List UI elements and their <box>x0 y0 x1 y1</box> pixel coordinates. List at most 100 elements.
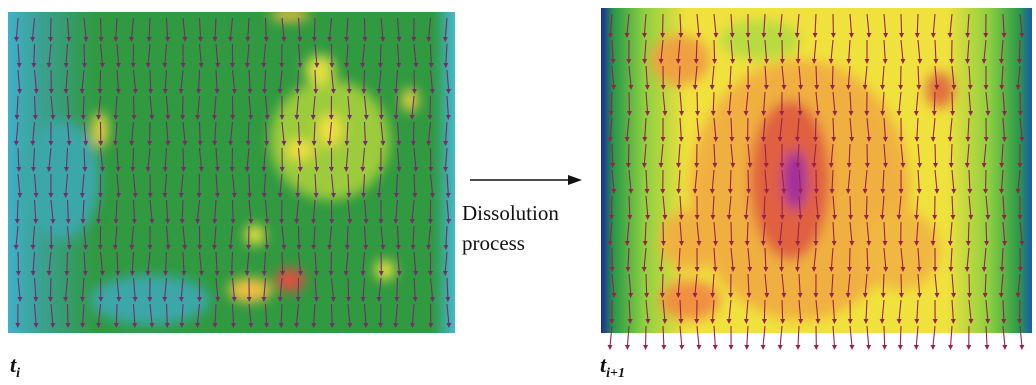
flow-vector <box>66 251 69 273</box>
flow-vector <box>378 277 382 299</box>
flow-vector <box>182 147 185 169</box>
flow-vector <box>726 319 732 324</box>
flow-vector <box>968 169 971 191</box>
flow-vector <box>346 43 349 65</box>
flow-vector <box>97 193 103 198</box>
flow-vector <box>747 59 753 64</box>
flow-vector <box>709 85 715 90</box>
flow-vector <box>98 297 104 302</box>
flow-vector <box>247 17 250 39</box>
flow-vector <box>330 193 336 198</box>
flow-vector <box>865 267 871 272</box>
flow-vector <box>80 219 86 224</box>
flow-vector <box>198 63 204 68</box>
flow-vector <box>744 345 750 350</box>
flow-vector <box>30 141 36 146</box>
flow-vector <box>811 59 817 64</box>
flow-vector <box>347 173 350 195</box>
flow-vector <box>917 169 920 191</box>
flow-vector <box>163 271 169 276</box>
flow-vector <box>446 89 452 94</box>
flow-vector <box>96 219 102 224</box>
flow-vector <box>743 215 749 220</box>
flow-vector <box>985 195 989 217</box>
flow-vector <box>797 111 803 116</box>
flow-vector <box>328 271 334 276</box>
flow-vector <box>330 89 336 94</box>
flow-vector <box>129 141 135 146</box>
flow-vector <box>380 17 384 39</box>
flow-vector <box>147 43 151 65</box>
flow-vector <box>147 297 153 302</box>
flow-vector <box>411 37 417 42</box>
flow-vector <box>743 319 749 324</box>
flow-vector <box>347 219 353 224</box>
flow-vector <box>261 297 267 302</box>
flow-vector <box>444 147 448 169</box>
flow-vector <box>214 89 220 94</box>
flow-vector <box>116 147 119 169</box>
flow-vector <box>763 267 769 272</box>
flow-vector <box>396 141 402 146</box>
flow-vector <box>230 219 236 224</box>
flow-vector <box>82 303 85 325</box>
flow-vector <box>178 89 184 94</box>
flow-vector <box>396 167 402 172</box>
flow-vector <box>99 43 103 65</box>
flow-vector <box>610 91 613 113</box>
flow-vector <box>849 91 852 113</box>
flow-vector <box>679 117 682 139</box>
flow-vector <box>198 69 201 91</box>
flow-vector <box>279 69 283 91</box>
flow-vector <box>212 219 218 224</box>
flow-vector <box>916 299 919 321</box>
flow-vector <box>611 39 614 61</box>
flow-vector <box>693 59 699 64</box>
flow-vector <box>779 215 785 220</box>
flow-vector <box>781 65 785 87</box>
flow-vector <box>607 345 613 350</box>
flow-vector <box>779 267 785 272</box>
flow-vector <box>132 277 136 299</box>
flow-vector <box>828 267 834 272</box>
flow-vector <box>247 193 253 198</box>
flow-vector <box>264 219 270 224</box>
flow-vector <box>182 251 185 273</box>
flow-vector <box>443 245 449 250</box>
flow-vector <box>413 147 417 169</box>
flow-vector <box>760 345 766 350</box>
flow-vector <box>781 189 787 194</box>
flow-vector <box>14 115 20 120</box>
flow-vector <box>83 37 89 42</box>
flow-vector <box>165 245 171 250</box>
flow-vector <box>932 325 936 347</box>
flow-vector <box>643 143 647 165</box>
flow-vector <box>644 39 647 61</box>
flow-vector <box>628 169 632 191</box>
flow-vector <box>181 271 187 276</box>
flow-vector <box>281 141 287 146</box>
flow-vector <box>730 163 736 168</box>
flow-vector <box>99 17 102 39</box>
flow-vector <box>145 63 151 68</box>
flow-vector <box>426 245 432 250</box>
flow-vector <box>116 63 122 68</box>
flow-vector <box>951 169 955 191</box>
flow-vector <box>660 137 666 142</box>
flow-vector <box>764 65 767 87</box>
flow-vector <box>930 345 936 350</box>
flow-vector <box>115 303 118 325</box>
flow-vector <box>113 219 119 224</box>
flow-vector <box>343 271 349 276</box>
flow-vector <box>312 95 316 117</box>
flow-vector <box>377 63 383 68</box>
flow-vector <box>760 137 766 142</box>
flow-vector <box>165 199 169 221</box>
panel-label: ti+1 <box>600 352 625 381</box>
flow-vector <box>17 89 23 94</box>
flow-vector <box>311 141 317 146</box>
flow-vector <box>99 147 104 169</box>
flow-vector <box>1019 325 1023 347</box>
flow-vector <box>327 141 333 146</box>
flow-vector <box>609 13 613 35</box>
